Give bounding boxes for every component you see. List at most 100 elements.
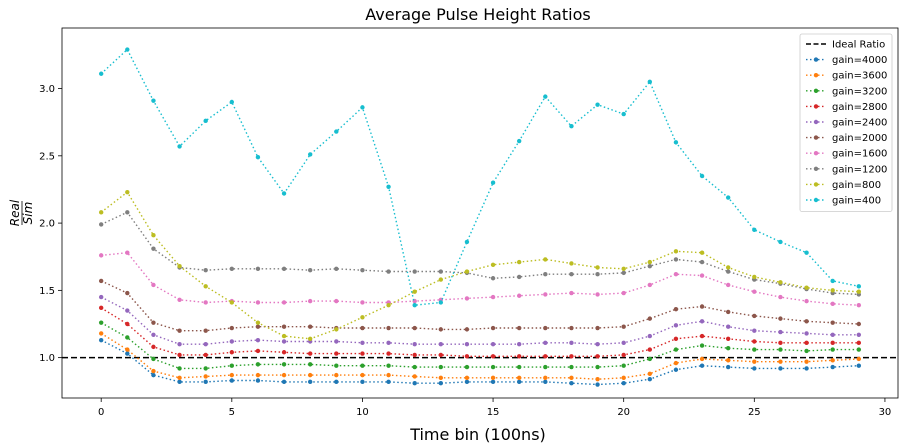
data-point [177,366,182,371]
data-point [778,280,783,285]
data-point [438,300,444,305]
data-point [177,328,182,333]
data-point [464,375,470,381]
legend-entry: gain=400 [806,196,881,207]
data-point [307,372,313,378]
data-point [699,259,705,265]
data-point [98,331,104,336]
data-point [778,340,783,346]
data-point [516,293,522,298]
x-tick-label: 25 [748,407,761,418]
legend-marker [813,73,819,78]
data-point [203,379,208,385]
series-line [100,48,859,306]
series-line [100,280,859,332]
data-point [386,325,391,331]
data-point [203,352,208,358]
data-point [490,375,496,381]
data-point [856,347,862,352]
data-point [281,266,287,272]
data-point [647,376,653,382]
data-point [203,328,208,333]
data-point [177,375,182,381]
data-point [830,320,835,325]
data-point [830,288,835,293]
data-point [830,347,835,352]
legend-entry: gain=2800 [806,102,887,113]
data-point [856,284,862,289]
series-gain-1600 [98,250,862,308]
y-axis-label: Real Sim [8,199,35,226]
legend-entry: gain=1200 [806,164,887,175]
data-point [543,257,548,262]
data-point [438,269,444,274]
data-point [125,351,130,356]
data-point [360,351,365,356]
data-point [516,375,522,381]
data-point [229,378,235,383]
data-point [804,319,809,324]
legend-entry: gain=2000 [806,133,887,144]
data-point [725,309,731,315]
data-point [725,364,731,370]
data-point [98,320,104,325]
data-point [412,302,417,308]
y-tick-label: 1.5 [39,286,55,297]
data-point [595,382,600,387]
data-point [595,376,600,382]
data-point [229,325,235,331]
data-point [595,272,600,277]
data-point [255,337,261,343]
data-point [229,372,235,378]
data-point [647,371,653,376]
x-axis-label: Time bin (100ns) [409,425,546,444]
legend-entry: gain=3600 [806,71,887,82]
data-point [621,324,626,329]
data-point [856,332,862,337]
legend-label: gain=2000 [832,133,887,144]
data-point [595,325,600,331]
data-point [151,98,156,103]
data-point [543,364,548,370]
data-point [151,320,156,325]
data-point [98,71,104,76]
data-point [595,265,600,270]
data-point [778,294,783,300]
data-point [699,333,705,339]
data-point [830,340,835,346]
data-point [334,129,339,134]
data-point [334,327,339,332]
data-point [725,195,731,200]
data-point [804,285,809,290]
data-point [203,300,208,305]
legend-entry: gain=3200 [806,86,887,97]
data-point [725,282,731,288]
data-point [516,379,522,385]
data-point [412,381,417,386]
data-point [464,239,470,245]
legend-entry: gain=4000 [806,55,887,66]
data-point [464,354,470,359]
data-point [516,364,522,370]
data-point [752,339,757,344]
series-gain-400 [98,47,862,308]
data-point [569,364,574,370]
data-point [229,363,235,368]
data-point [569,354,574,359]
data-point [281,362,287,367]
x-tick-label: 20 [617,407,630,418]
data-point [334,339,339,344]
data-point [673,336,679,341]
data-point [752,347,757,352]
data-point [569,261,574,266]
data-point [673,360,679,366]
data-point [177,297,182,302]
data-point [177,379,182,385]
series-line [100,191,859,340]
data-point [151,282,156,288]
data-point [778,329,783,335]
data-point [307,362,313,367]
data-point [752,328,757,333]
data-point [752,313,757,319]
